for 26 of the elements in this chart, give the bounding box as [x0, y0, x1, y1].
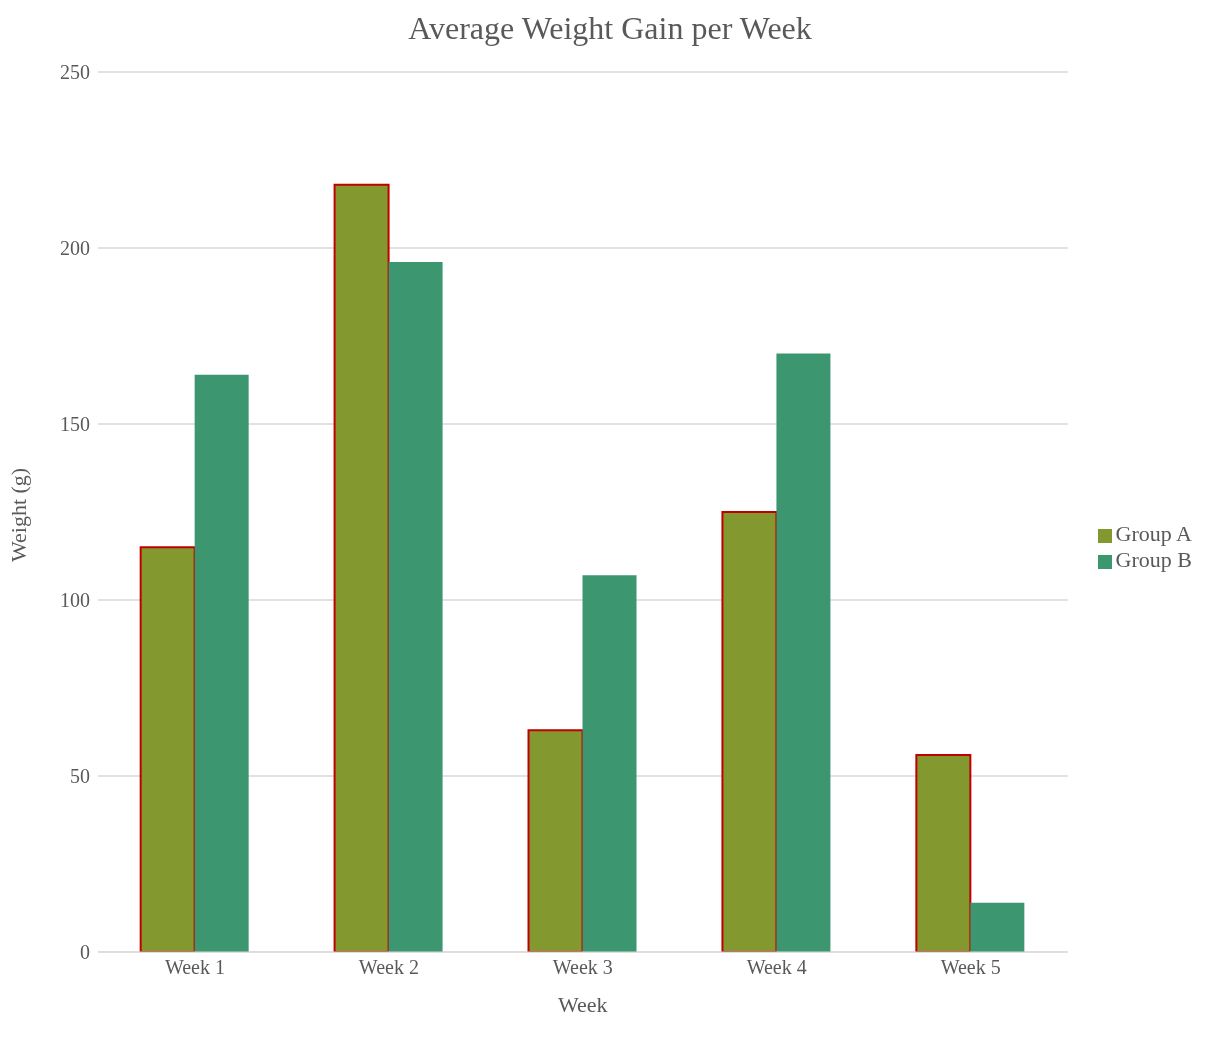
- y-tick-label: 250: [60, 61, 90, 84]
- bar: [333, 183, 390, 952]
- bar: [527, 729, 584, 952]
- x-tick-label: Week 2: [358, 956, 419, 979]
- y-tick-label: 0: [80, 941, 90, 964]
- bar: [139, 546, 196, 952]
- bar: [721, 511, 778, 952]
- bar: [582, 575, 637, 952]
- y-tick-label: 50: [70, 765, 90, 788]
- bar: [194, 374, 249, 952]
- x-tick-label: Week 1: [164, 956, 225, 979]
- y-tick-label: 150: [60, 413, 90, 436]
- x-tick-label: Week 3: [552, 956, 613, 979]
- y-axis-title: Weight (g): [5, 467, 31, 562]
- y-tick-label: 200: [60, 237, 90, 260]
- x-axis-title: Week: [558, 992, 608, 1017]
- legend-label: Group B: [1115, 547, 1192, 572]
- y-tick-label: 100: [60, 589, 90, 612]
- bar: [915, 753, 972, 952]
- legend-label: Group A: [1115, 521, 1192, 546]
- x-tick-label: Week 4: [746, 956, 807, 979]
- bar: [970, 902, 1025, 952]
- bar: [388, 262, 443, 952]
- bar: [776, 353, 831, 952]
- chart-title: Average Weight Gain per Week: [407, 9, 813, 48]
- x-tick-label: Week 5: [940, 956, 1001, 979]
